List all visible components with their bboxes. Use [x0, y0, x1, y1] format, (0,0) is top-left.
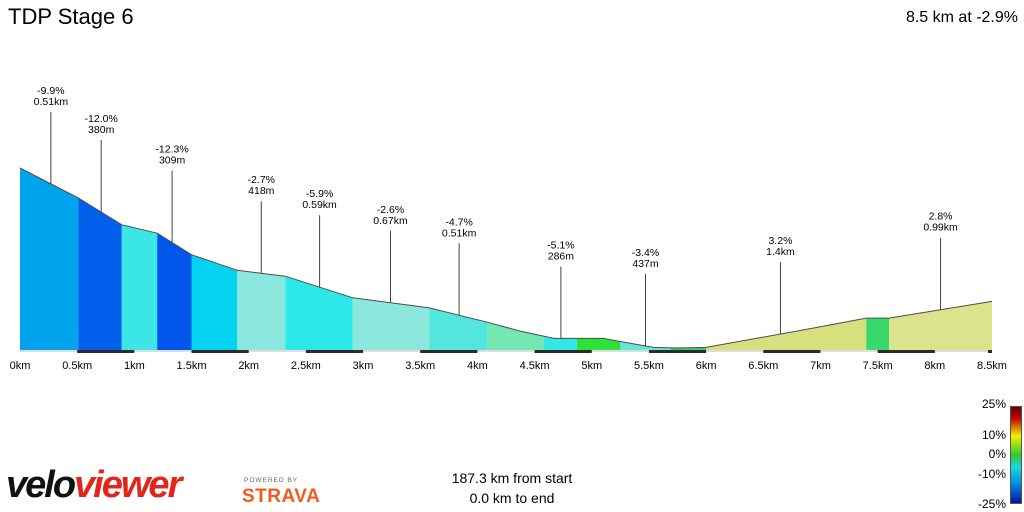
annotation-gradient-5: -5.9%: [306, 188, 333, 200]
profile-segment-4: [157, 233, 192, 350]
logo-viewer: viewer: [74, 464, 182, 506]
legend-label-minus10: -10%: [977, 467, 1006, 481]
x-tick-bar-13: [763, 350, 821, 353]
x-tick-label-5: 2.5km: [291, 360, 321, 372]
distance-to-end: 0.0 km to end: [469, 490, 555, 506]
logo-velo: velo: [6, 464, 76, 506]
x-tick-label-8: 4km: [467, 360, 488, 372]
x-tick-bar-1: [77, 350, 135, 353]
annotation-length-11: 0.99km: [923, 222, 958, 234]
x-tick-label-12: 6km: [696, 360, 717, 372]
x-tick-label-11: 5.5km: [634, 360, 664, 372]
annotation-gradient-10: 3.2%: [768, 235, 792, 247]
x-tick-bar-7: [420, 350, 478, 353]
profile-segment-9: [429, 307, 488, 350]
x-tick-label-0: 0km: [10, 360, 31, 372]
profile-segment-1: [20, 168, 79, 350]
annotation-gradient-1: -9.9%: [37, 85, 64, 97]
strava-logo[interactable]: STRAVA: [242, 486, 321, 507]
x-tick-label-7: 3.5km: [405, 360, 435, 372]
profile-segment-2: [78, 197, 122, 350]
elevation-profile-chart: 0km 0.5km 1km 1.5km 2km 2.5km 3km 3.5km 4km 4.5km…: [10, 85, 1007, 372]
annotation-length-5: 0.59km: [302, 199, 337, 211]
profile-segment-3: [121, 224, 158, 350]
x-tick-label-10: 5km: [581, 360, 602, 372]
x-tick-bar-11: [648, 350, 707, 353]
annotation-gradient-11: 2.8%: [929, 211, 953, 223]
profile-outline: [19, 167, 993, 349]
annotation-length-6: 0.67km: [373, 215, 408, 227]
annotation-gradient-4: -2.7%: [248, 174, 275, 186]
x-tick-bar-end: [988, 350, 992, 353]
x-tick-bar-3: [191, 350, 249, 353]
legend-label-25: 25%: [981, 397, 1006, 411]
veloviewer-logo[interactable]: veloviewer: [6, 464, 182, 506]
annotation-gradient-6: -2.6%: [377, 204, 404, 216]
annotation-length-7: 0.51km: [442, 227, 477, 239]
profile-segment-5: [191, 254, 238, 350]
annotation-gradient-3: -12.3%: [155, 144, 188, 156]
x-tick-label-14: 7km: [810, 360, 831, 372]
annotation-length-4: 418m: [248, 185, 275, 197]
legend-label-0: 0%: [988, 447, 1006, 461]
x-tick-label-1: 0.5km: [62, 360, 92, 372]
x-tick-bar-15: [877, 350, 935, 353]
chart-title: TDP Stage 6: [8, 4, 134, 29]
route-summary: 8.5 km at -2.9%: [905, 9, 1018, 26]
x-tick-label-17: 8.5km: [977, 360, 1007, 372]
profile-segment-7: [285, 276, 353, 350]
annotation-gradient-2: -12.0%: [85, 113, 118, 125]
x-tick-label-3: 1.5km: [177, 360, 207, 372]
profile-segment-17: [889, 301, 992, 350]
profile-segment-16: [866, 318, 890, 350]
x-tick-label-4: 2km: [238, 360, 259, 372]
x-tick-label-9: 4.5km: [520, 360, 550, 372]
legend-label-minus25: -25%: [977, 497, 1006, 511]
annotation-gradient-8: -5.1%: [547, 239, 574, 251]
annotation-length-2: 380m: [88, 124, 115, 136]
annotation-length-1: 0.51km: [34, 96, 69, 108]
annotation-gradient-9: -3.4%: [632, 247, 659, 259]
profile-segment-10: [487, 322, 544, 350]
x-tick-label-13: 6.5km: [748, 360, 778, 372]
profile-segment-11: [543, 336, 577, 350]
annotation-length-10: 1.4km: [766, 246, 795, 258]
powered-by-label: POWERED BY: [244, 477, 299, 484]
gradient-legend-bar: [1010, 406, 1022, 504]
x-tick-label-6: 3km: [353, 360, 374, 372]
annotation-gradient-7: -4.7%: [445, 216, 472, 228]
x-tick-label-16: 8km: [924, 360, 945, 372]
annotation-length-9: 437m: [632, 258, 659, 270]
x-tick-bar-9: [534, 350, 592, 353]
annotation-length-3: 309m: [159, 155, 186, 167]
profile-segment-12: [576, 338, 621, 350]
x-tick-bar-5: [305, 350, 364, 353]
x-tick-label-15: 7.5km: [863, 360, 893, 372]
annotation-length-8: 286m: [548, 250, 575, 262]
distance-from-start: 187.3 km from start: [451, 470, 573, 486]
profile-segment-8: [352, 297, 430, 350]
x-tick-label-2: 1km: [124, 360, 145, 372]
legend-label-10: 10%: [981, 428, 1006, 442]
profile-segment-6: [237, 270, 286, 350]
